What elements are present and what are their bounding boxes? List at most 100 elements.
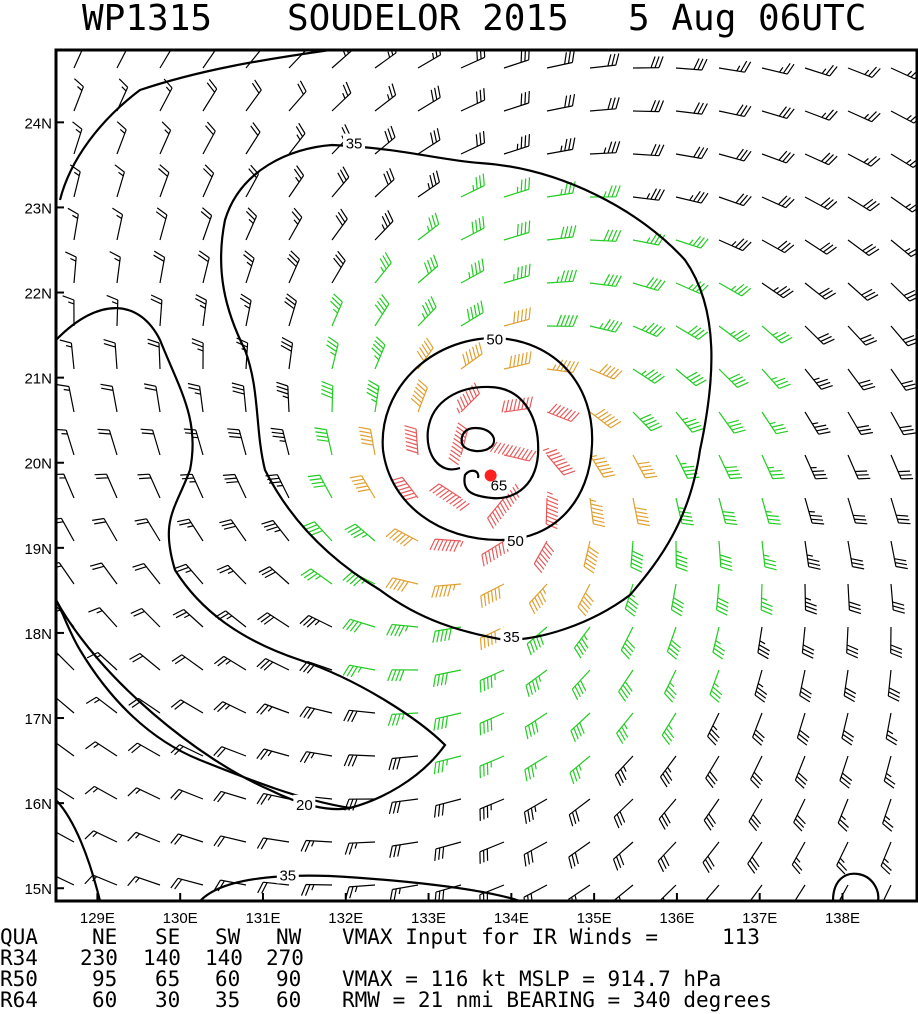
x-tick-label: 134E [494,910,529,927]
y-tick-label: 22N [24,286,52,303]
wind-barb [589,319,623,333]
wind-barb [265,474,290,499]
wind-barb [718,104,752,117]
wind-barb [100,383,118,413]
wind-barb [433,755,462,775]
wind-barb [460,88,486,112]
wind-barb [288,165,305,198]
wind-barb [202,121,216,155]
wind-barb [546,50,575,69]
wind-barb [479,841,505,864]
x-tick-label: 131E [245,910,280,927]
wind-barb [358,426,376,456]
wind-barb [718,454,743,480]
wind-barb [155,207,168,241]
wind-barb [174,563,204,585]
wind-barb [761,106,795,119]
wind-barb [288,122,306,155]
wind-barb [97,428,118,456]
wind-barb [227,428,247,456]
wind-barb [847,196,880,212]
wind-barb [752,712,765,746]
wind-barb [571,669,591,701]
wind-barb [709,669,723,703]
wind-barb [804,239,837,255]
wind-barb [460,173,485,198]
wind-barb [326,336,339,370]
wind-barb [523,884,548,901]
wind-barb [479,626,505,651]
wind-barb [754,669,768,703]
wind-barb [718,238,752,252]
wind-barb [749,884,763,901]
wind-barb [116,50,128,69]
wind-barb [526,626,548,656]
wind-barb [344,523,376,542]
wind-barb [836,841,849,875]
wind-barb [261,519,290,542]
wind-barb [374,125,396,155]
wind-barb [841,712,855,746]
wind-barb [258,566,290,585]
wind-barb [804,583,818,615]
x-tick-label: 133E [411,910,446,927]
wind-barb [804,152,838,166]
wind-barb [890,583,905,614]
wind-barb [109,251,121,284]
wind-barb [127,787,161,800]
title-datetime: 5 Aug 06UTC [628,0,866,39]
wind-barb [84,830,118,843]
wind-barb [616,712,634,744]
wind-barb [389,841,419,858]
wind-barb [748,798,763,832]
wind-barb [804,540,821,570]
wind-barb [429,483,470,511]
wind-barb [847,497,868,525]
wind-barb [589,185,621,198]
wind-barb [460,342,483,370]
wind-barb [718,411,746,434]
footer-r34-se: 140 [143,946,181,970]
wind-barb [183,428,204,456]
wind-barb [804,64,838,77]
wind-barb [129,652,161,671]
wind-barb [410,379,428,413]
wind-barb [197,250,210,284]
wind-barb [390,476,419,501]
wind-barb [632,56,664,69]
wind-barb [503,90,530,112]
wind-barb [195,294,207,327]
wind-barb [675,454,700,479]
wind-barb [883,755,896,789]
wind-barb [675,497,694,526]
wind-barb [675,325,709,340]
wind-barb [134,518,161,542]
wind-barb [568,841,591,869]
wind-barb [171,654,204,671]
footer-r34-label: R34 [0,946,38,970]
wind-barb [890,325,917,347]
wind-barb [219,519,247,542]
wind-barb [256,703,290,715]
wind-barb [288,80,307,112]
wind-barb [299,614,333,628]
wind-barb [385,577,419,592]
wind-barb [213,746,247,758]
wind-barb [503,263,531,284]
wind-barb [589,53,620,69]
wind-barb [757,626,770,660]
wind-barb [847,153,881,167]
wind-barb [307,474,333,499]
y-axis: 15N 16N 17N 18N 19N 20N 21N 22N 23N 24N [24,115,64,898]
wind-barb [503,177,531,198]
wind-barb [404,425,419,456]
wind-barb [847,454,871,480]
wind-barb [374,168,395,198]
wind-barb [632,411,663,432]
wind-barb [546,225,577,241]
wind-barb [433,669,462,688]
wind-barb [180,473,204,499]
wind-barb [847,583,862,615]
wind-barb [837,798,849,832]
wind-barb [256,658,290,671]
